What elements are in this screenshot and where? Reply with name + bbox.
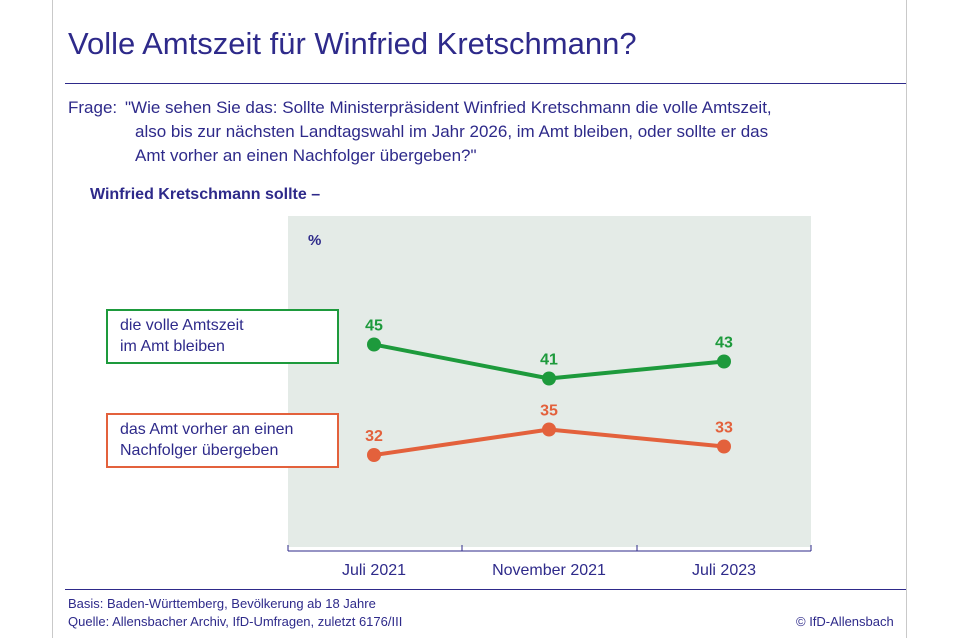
question-line-3: Amt vorher an einen Nachfolger übergeben…: [135, 146, 477, 165]
question-line-1: "Wie sehen Sie das: Sollte Ministerpräsi…: [125, 98, 772, 117]
series-1-point: [717, 354, 731, 369]
series-2-point: [367, 448, 381, 462]
chart-subtitle: Winfried Kretschmann sollte –: [90, 186, 321, 203]
series-2-data-label: 33: [715, 420, 733, 437]
legend-series-1: die volle Amtszeit im Amt bleiben: [106, 309, 339, 364]
footer-copyright: © IfD-Allensbach: [796, 614, 894, 629]
series-1-point: [542, 371, 556, 386]
series-1-data-label: 45: [365, 318, 383, 335]
chart-title: Volle Amtszeit für Winfried Kretschmann?: [68, 26, 637, 61]
legend-series-2-line-1: das Amt vorher an einen: [120, 421, 294, 438]
unit-label: %: [308, 232, 321, 249]
footer-rule: [65, 589, 906, 590]
x-tick-label: Juli 2021: [342, 562, 406, 579]
series-2-point: [542, 422, 556, 437]
series-2-point: [717, 439, 731, 454]
x-tick-label: Juli 2023: [692, 562, 756, 579]
question-line-2: also bis zur nächsten Landtagswahl im Ja…: [135, 122, 769, 141]
chart-frame: [52, 0, 907, 638]
series-2-data-label: 32: [365, 428, 383, 445]
footer-basis: Basis: Baden-Württemberg, Bevölkerung ab…: [68, 596, 376, 611]
legend-series-2: das Amt vorher an einen Nachfolger überg…: [106, 413, 339, 468]
legend-series-2-line-2: Nachfolger übergeben: [120, 442, 279, 459]
footer-source: Quelle: Allensbacher Archiv, IfD-Umfrage…: [68, 614, 403, 629]
question-label: Frage:: [68, 98, 118, 117]
legend-series-1-line-2: im Amt bleiben: [120, 338, 225, 355]
series-1-data-label: 43: [715, 335, 733, 352]
series-1-data-label: 41: [540, 352, 558, 369]
series-1-point: [367, 337, 381, 352]
x-tick-label: November 2021: [492, 562, 606, 579]
legend-series-1-line-1: die volle Amtszeit: [120, 317, 244, 334]
series-2-data-label: 35: [540, 403, 558, 420]
title-rule: [65, 83, 906, 84]
